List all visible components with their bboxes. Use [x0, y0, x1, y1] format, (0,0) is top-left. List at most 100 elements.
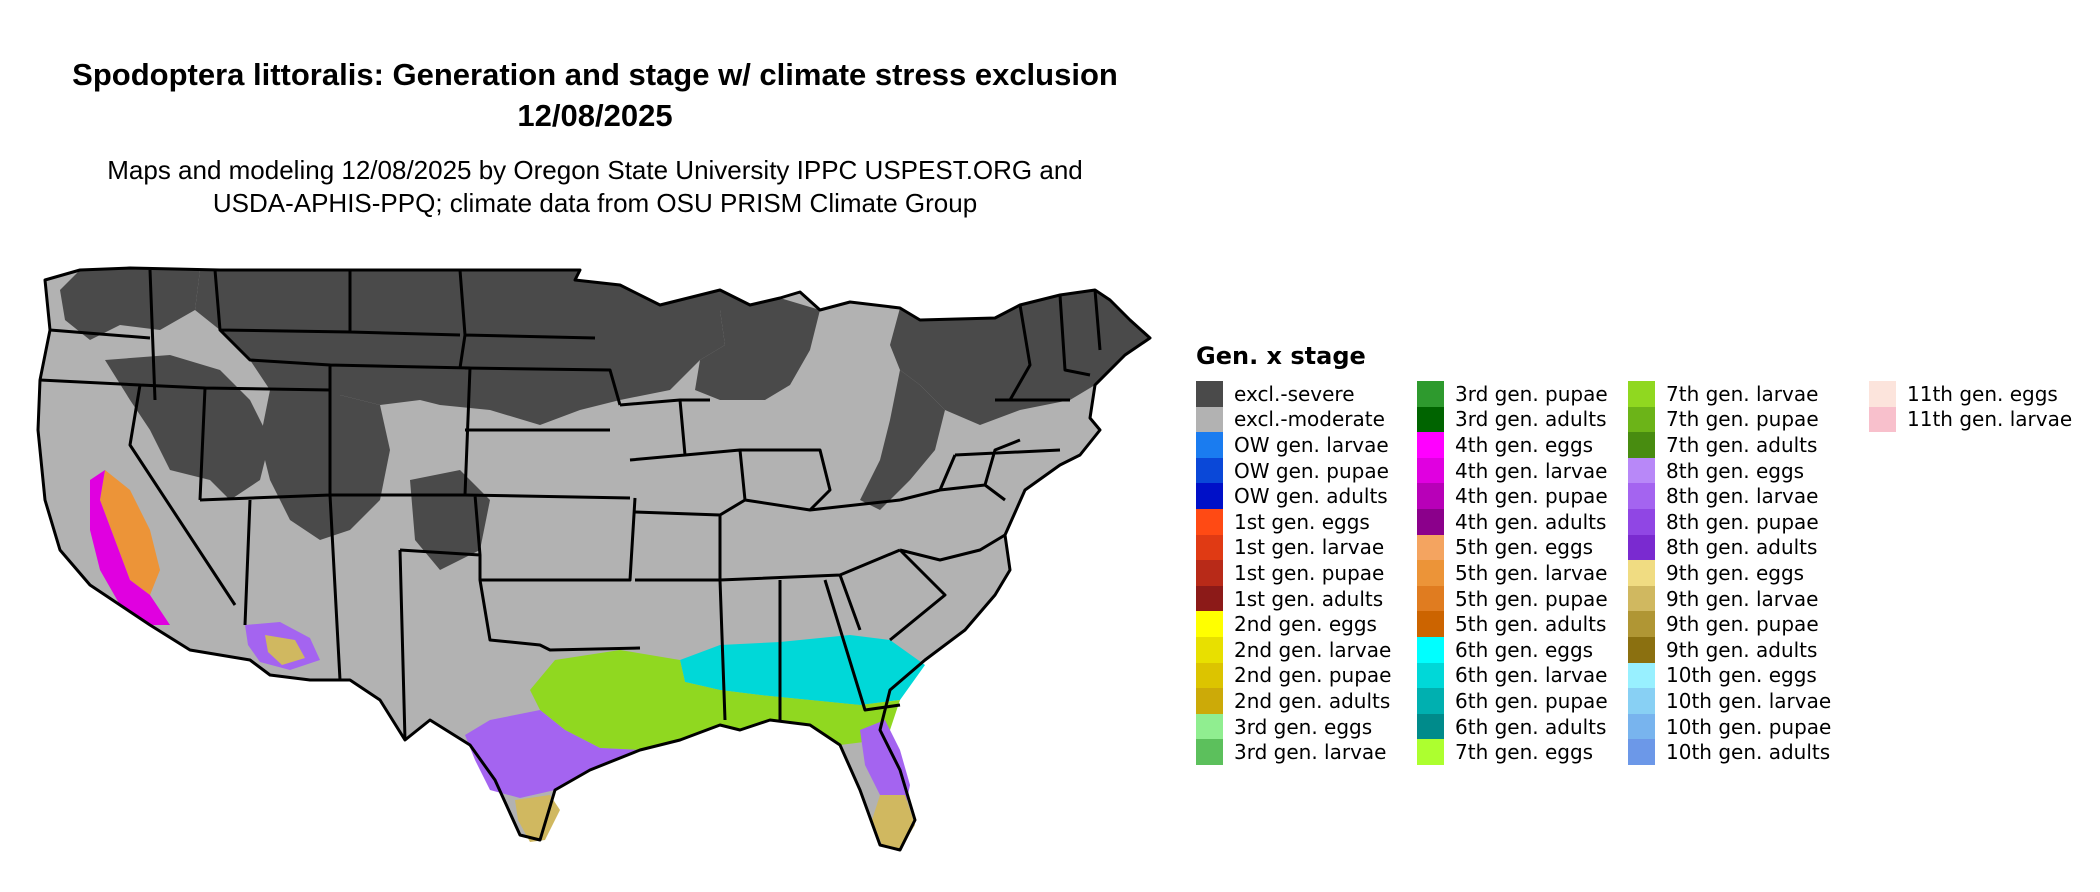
severe-great-basin: [105, 355, 270, 500]
legend-swatch: [1628, 560, 1655, 586]
legend-item: 10th gen. eggs: [1628, 662, 1831, 689]
legend-label: 6th gen. adults: [1455, 714, 1607, 739]
legend-swatch: [1196, 508, 1223, 535]
zone-florida-tan: [872, 795, 915, 850]
legend-swatch: [1417, 636, 1444, 663]
severe-appalachians: [860, 370, 945, 510]
legend-item: 9th gen. eggs: [1628, 560, 1831, 586]
legend-swatch: [1417, 739, 1444, 765]
legend-label: 9th gen. eggs: [1666, 560, 1805, 585]
zone-gulf-green: [530, 650, 900, 750]
legend-item: 6th gen. eggs: [1417, 636, 1608, 663]
legend-swatch: [1628, 534, 1655, 561]
legend-label: 11th gen. eggs: [1907, 381, 2058, 406]
legend-swatch: [1196, 560, 1223, 586]
legend-swatch: [1628, 508, 1655, 535]
legend-item: 2nd gen. larvae: [1196, 636, 1391, 663]
us-outline: [36, 266, 1152, 852]
legend-label: 3rd gen. eggs: [1234, 714, 1373, 739]
legend-label: 8th gen. eggs: [1666, 458, 1805, 483]
legend-label: 2nd gen. adults: [1234, 688, 1391, 713]
legend-label: 4th gen. larvae: [1455, 458, 1608, 483]
legend-swatch: [1628, 483, 1655, 509]
legend-item: 10th gen. adults: [1628, 739, 1831, 765]
legend-swatch: [1417, 406, 1444, 433]
legend-label: 9th gen. larvae: [1666, 586, 1819, 611]
legend-label: 1st gen. larvae: [1234, 535, 1385, 560]
legend-item: 1st gen. larvae: [1196, 534, 1391, 561]
legend-swatch: [1196, 713, 1223, 740]
legend-label: 3rd gen. larvae: [1234, 740, 1387, 765]
legend-swatch: [1628, 688, 1655, 714]
legend-label: excl.-moderate: [1234, 407, 1385, 432]
legend-item: 2nd gen. adults: [1196, 688, 1391, 714]
severe-pacific-northwest: [60, 268, 200, 340]
legend-label: 7th gen. eggs: [1455, 740, 1594, 765]
legend-item: 7th gen. eggs: [1417, 739, 1608, 765]
legend-swatch: [1628, 381, 1655, 407]
legend-item: 3rd gen. larvae: [1196, 739, 1391, 765]
legend-item: 3rd gen. eggs: [1196, 713, 1391, 740]
legend-swatch: [1417, 560, 1444, 586]
legend-label: 8th gen. pupae: [1666, 509, 1819, 534]
legend-item: 7th gen. larvae: [1628, 381, 1831, 407]
legend-label: 4th gen. eggs: [1455, 432, 1594, 457]
legend-swatch: [1196, 483, 1223, 509]
legend-label: 1st gen. adults: [1234, 586, 1384, 611]
legend-label: 3rd gen. adults: [1455, 407, 1607, 432]
legend-item: 3rd gen. pupae: [1417, 381, 1608, 407]
legend-swatch: [1869, 381, 1896, 407]
legend-swatch: [1869, 406, 1896, 433]
legend-swatch: [1417, 457, 1444, 484]
legend-swatch: [1417, 508, 1444, 535]
legend-label: 10th gen. adults: [1666, 740, 1831, 765]
legend-swatch: [1417, 662, 1444, 689]
zone-gulf-cyan: [680, 635, 925, 705]
severe-exclusion-regions: [60, 268, 1150, 570]
legend-swatch: [1417, 381, 1444, 407]
legend-swatch: [1196, 611, 1223, 637]
legend-label: 2nd gen. eggs: [1234, 612, 1377, 637]
legend-swatch: [1628, 713, 1655, 740]
zone-california-magenta: [90, 470, 170, 625]
legend-label: excl.-severe: [1234, 381, 1355, 406]
legend-swatch: [1196, 406, 1223, 433]
legend-item: 5th gen. eggs: [1417, 534, 1608, 561]
legend-swatch: [1628, 432, 1655, 458]
legend-item: 5th gen. larvae: [1417, 560, 1608, 586]
legend-label: 4th gen. pupae: [1455, 484, 1608, 509]
legend-swatch: [1628, 636, 1655, 663]
legend-item: 4th gen. eggs: [1417, 432, 1608, 458]
legend-swatch: [1417, 534, 1444, 561]
legend-item: 8th gen. pupae: [1628, 508, 1831, 535]
legend-item: 6th gen. larvae: [1417, 662, 1608, 689]
legend-swatch: [1628, 662, 1655, 689]
legend-swatch: [1417, 483, 1444, 509]
state-boundaries: [36, 266, 1152, 852]
legend-item: 6th gen. adults: [1417, 713, 1608, 740]
severe-north-plains-midwest: [195, 270, 725, 425]
severe-rockies: [260, 390, 390, 540]
legend-swatch: [1628, 406, 1655, 433]
legend-label: 3rd gen. pupae: [1455, 381, 1608, 406]
legend-column: 7th gen. larvae 7th gen. pupae 7th gen. ad…: [1628, 381, 1831, 765]
legend-item: excl.-severe: [1196, 381, 1391, 407]
legend-item: 9th gen. larvae: [1628, 585, 1831, 612]
zone-florida-purple: [860, 720, 910, 810]
legend-swatch: [1196, 585, 1223, 612]
zone-arizona-tan: [265, 635, 305, 665]
legend-item: 9th gen. pupae: [1628, 611, 1831, 637]
legend-label: 1st gen. pupae: [1234, 560, 1385, 585]
legend-swatch: [1628, 611, 1655, 637]
severe-great-lakes: [660, 290, 820, 400]
map-subtitle: Maps and modeling 12/08/2025 by Oregon S…: [107, 155, 1083, 218]
legend-label: 8th gen. adults: [1666, 535, 1818, 560]
legend-item: 6th gen. pupae: [1417, 688, 1608, 714]
legend-label: 5th gen. adults: [1455, 612, 1607, 637]
legend-item: OW gen. larvae: [1196, 432, 1391, 458]
legend-swatch: [1196, 381, 1223, 407]
legend-item: OW gen. pupae: [1196, 457, 1391, 484]
legend-item: 7th gen. adults: [1628, 432, 1831, 458]
legend-column: excl.-severe excl.-moderate OW gen. larvae…: [1196, 381, 1391, 765]
us-generation-map: [36, 266, 1152, 852]
